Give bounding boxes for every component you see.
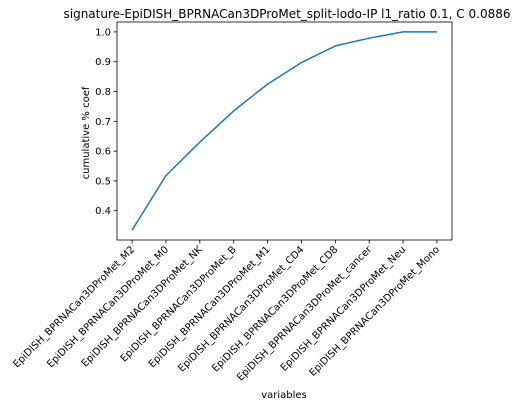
chart-title: signature-EpiDISH_BPRNACan3DProMet_split… xyxy=(64,7,511,21)
x-axis-label: variables xyxy=(261,390,307,401)
y-tick-label: 0.6 xyxy=(95,147,111,158)
y-axis-label: cumulative % coef xyxy=(81,86,92,179)
x-tick-label: EpiDISH_BPRNACan3DProMet_CD4 xyxy=(176,244,306,374)
x-tick-label: EpiDISH_BPRNACan3DProMet_Neu xyxy=(279,244,408,373)
x-tick-label: EpiDISH_BPRNACan3DProMet_CD8 xyxy=(210,244,340,374)
x-tick-label: EpiDISH_BPRNACan3DProMet_M1 xyxy=(147,244,273,370)
y-tick-label: 0.9 xyxy=(95,57,111,68)
y-tick-label: 0.7 xyxy=(95,117,111,128)
y-tick-label: 0.8 xyxy=(95,87,111,98)
y-tick-label: 1.0 xyxy=(95,27,111,38)
x-tick-label: EpiDISH_BPRNACan3DProMet_M0 xyxy=(45,244,171,370)
plot-frame xyxy=(116,21,453,241)
plot-area: 0.4 0.5 0.6 0.7 0.8 0.9 1.0 EpiDISH_BPRNACan3DP… xyxy=(11,21,453,383)
x-tick-label: EpiDISH_BPRNACan3DProMet_NK xyxy=(80,244,206,370)
x-tick-label: EpiDISH_BPRNACan3DProMet_M2 xyxy=(11,244,137,370)
series-line xyxy=(131,31,437,231)
y-tick-label: 0.5 xyxy=(95,176,111,187)
y-tick-label: 0.4 xyxy=(95,206,111,217)
